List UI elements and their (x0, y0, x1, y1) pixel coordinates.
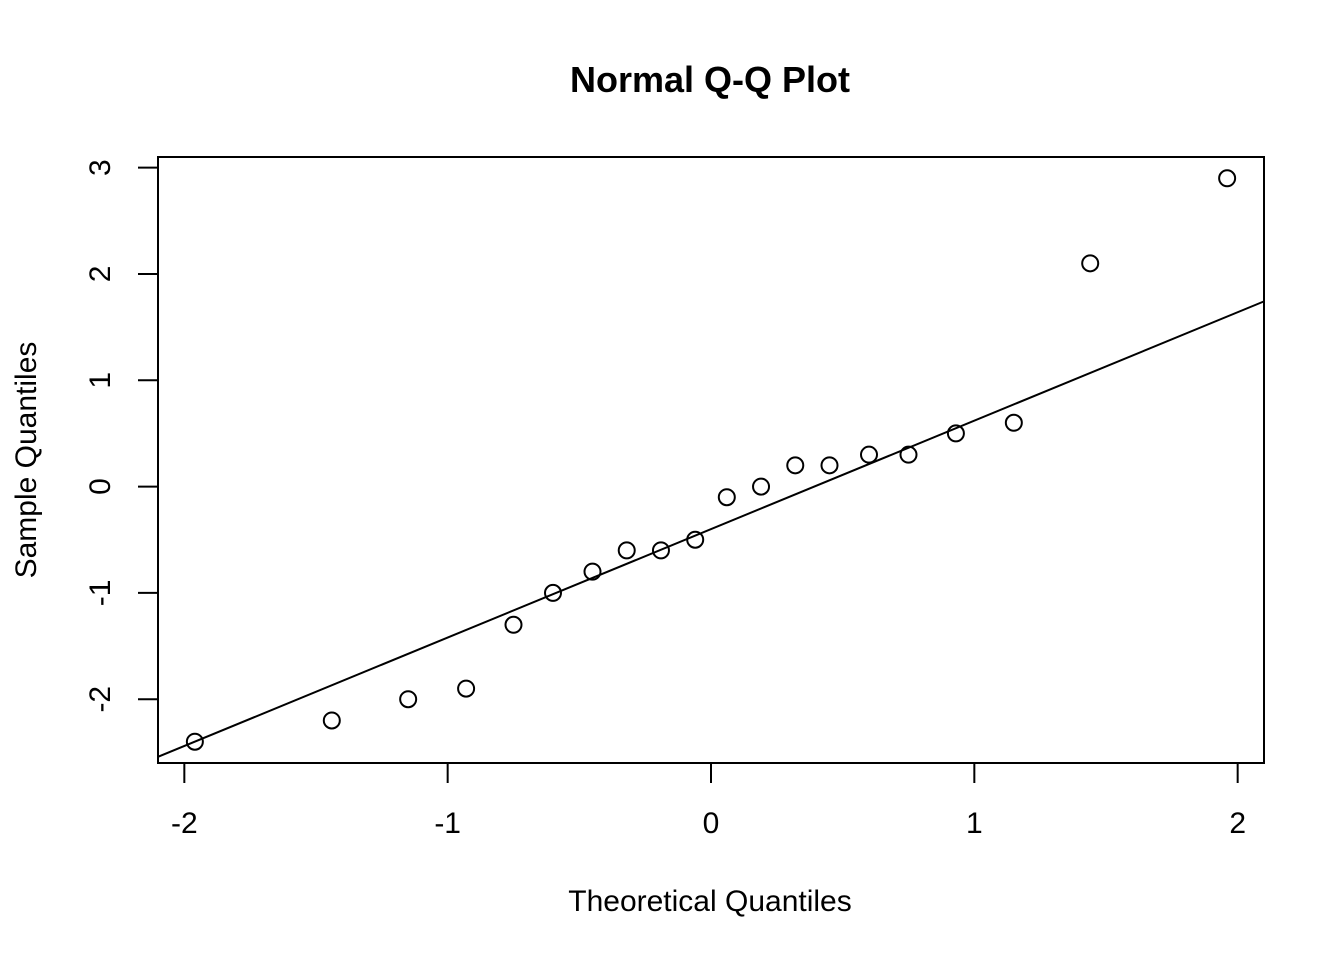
data-point (651, 541, 670, 560)
data-point (1004, 413, 1023, 432)
data-point (717, 488, 736, 507)
data-point (544, 583, 562, 602)
x-tick-label: 2 (1229, 807, 1246, 840)
data-point (820, 456, 839, 475)
data-point (185, 732, 204, 751)
y-tick-label: 1 (84, 372, 117, 389)
data-point (1081, 254, 1100, 273)
data-point (457, 679, 476, 698)
data-point (686, 530, 705, 549)
y-tick-label: 0 (84, 478, 117, 495)
y-tick-label: 2 (84, 266, 117, 283)
data-point (786, 456, 805, 475)
y-tick-label: -2 (84, 686, 117, 713)
data-point (899, 445, 918, 464)
x-axis: -2 -1 0 1 2 (171, 762, 1246, 840)
data-point (399, 690, 418, 709)
x-tick-label: 1 (966, 807, 983, 840)
y-axis: -2 -1 0 1 2 3 (84, 159, 159, 713)
data-point (617, 541, 636, 560)
data-point (752, 477, 771, 496)
data-point (583, 562, 602, 581)
data-point (860, 445, 878, 464)
data-point (504, 615, 523, 634)
x-tick-label: 0 (703, 807, 720, 840)
x-tick-label: -1 (434, 807, 461, 840)
x-axis-label: Theoretical Quantiles (568, 885, 851, 918)
data-point (946, 424, 965, 443)
y-tick-label: 3 (84, 159, 117, 176)
reference-line (157, 300, 1265, 758)
plot-frame (157, 156, 1265, 764)
data-point (1218, 169, 1237, 188)
chart-title: Normal Q-Q Plot (570, 59, 850, 100)
x-tick-label: -2 (171, 807, 198, 840)
y-tick-label: -1 (84, 580, 117, 607)
data-points (185, 169, 1237, 751)
data-point (322, 711, 341, 730)
y-axis-label: Sample Quantiles (10, 342, 43, 579)
